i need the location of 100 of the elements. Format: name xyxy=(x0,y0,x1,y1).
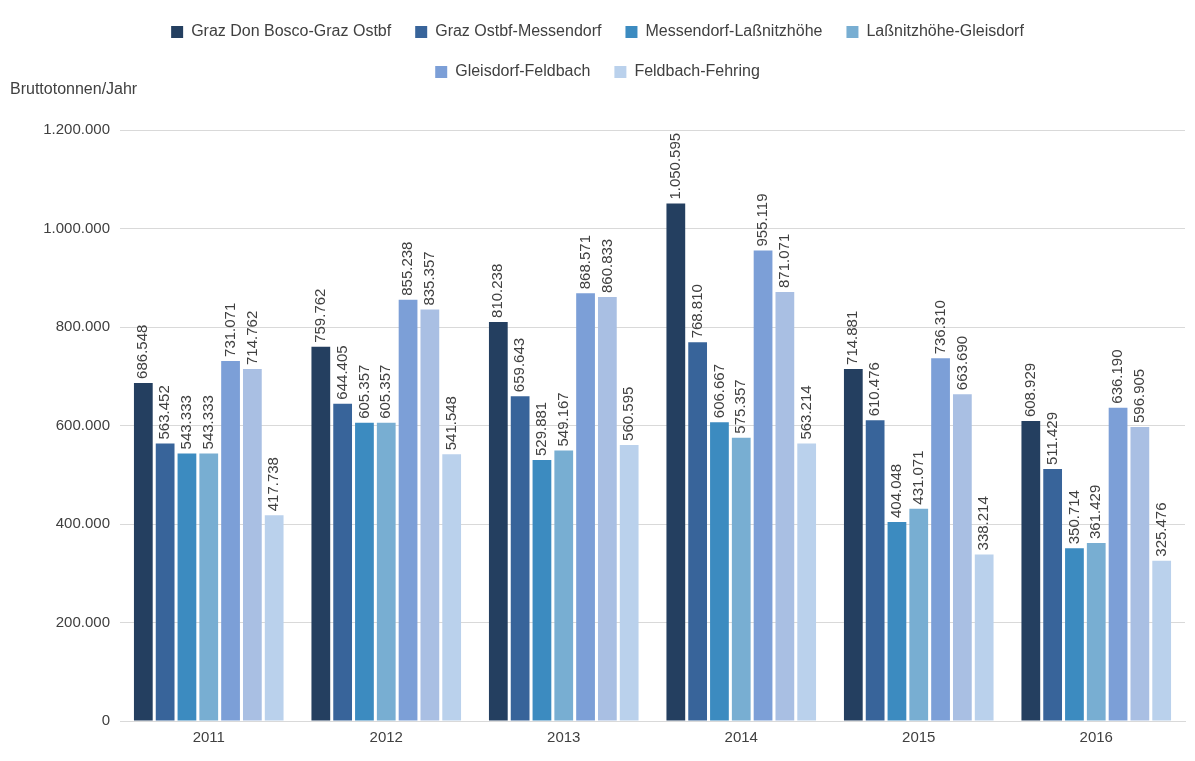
y-tick-label: 1.200.000 xyxy=(43,120,110,138)
data-label: 955.119 xyxy=(753,193,771,247)
data-label: 560.595 xyxy=(619,386,637,441)
bar xyxy=(311,346,331,721)
data-label: 636.190 xyxy=(1108,349,1126,404)
data-label: 644.405 xyxy=(332,345,350,400)
data-label: 563.452 xyxy=(155,385,173,440)
bar xyxy=(597,297,617,721)
data-label: 871.071 xyxy=(775,233,792,288)
bar xyxy=(753,250,773,721)
data-label: 608.929 xyxy=(1020,362,1038,418)
bar xyxy=(1086,543,1106,721)
bar xyxy=(554,450,574,721)
bar xyxy=(488,321,508,721)
data-label: 868.571 xyxy=(575,234,593,290)
bar xyxy=(398,299,418,721)
data-label: 759.762 xyxy=(310,288,328,343)
y-tick-label: 1.000.000 xyxy=(43,218,110,236)
x-tick-label: 2013 xyxy=(547,728,581,746)
x-tick-label: 2016 xyxy=(1079,728,1113,746)
data-label: 714.881 xyxy=(843,310,861,365)
data-label: 810.238 xyxy=(488,263,506,318)
y-axis-title: Bruttotonnen/Jahr xyxy=(10,80,138,98)
y-tick-label: 800.000 xyxy=(55,317,110,335)
data-label: 596.905 xyxy=(1130,368,1147,424)
data-label: 575.357 xyxy=(731,379,749,434)
data-label: 736.310 xyxy=(930,300,948,355)
bar xyxy=(887,522,907,721)
bar xyxy=(843,368,863,721)
y-tick-label: 200.000 xyxy=(55,612,110,630)
data-label: 543.333 xyxy=(177,395,195,450)
legend-label: Messendorf-Laßnitzhöhe xyxy=(645,22,823,40)
bar xyxy=(1108,407,1128,721)
y-tick-label: 600.000 xyxy=(55,415,110,433)
data-label: 529.881 xyxy=(532,401,550,457)
legend-label: Gleisdorf-Feldbach xyxy=(455,62,591,80)
legend-label: Laßnitzhöhe-Gleisdorf xyxy=(866,22,1025,40)
bar xyxy=(1130,427,1150,721)
bar xyxy=(666,203,686,721)
data-label: 659.643 xyxy=(510,337,528,393)
bar xyxy=(1065,548,1084,721)
data-label: 731.071 xyxy=(220,302,238,357)
data-label: 606.667 xyxy=(709,363,727,419)
bar xyxy=(952,394,972,721)
bar xyxy=(619,444,639,721)
bar xyxy=(376,422,396,721)
x-tick-label: 2014 xyxy=(724,728,758,746)
data-label: 1.050.595 xyxy=(665,132,683,200)
bar xyxy=(710,422,729,721)
data-label: 860.833 xyxy=(597,238,615,294)
data-label: 325.476 xyxy=(1151,502,1169,557)
bar xyxy=(1021,421,1041,721)
legend-label: Graz Ostbf-Messendorf xyxy=(435,22,603,40)
bar xyxy=(909,508,929,721)
data-label: 835.357 xyxy=(420,251,437,306)
bar xyxy=(532,460,552,721)
bar xyxy=(865,420,885,721)
data-label: 431.071 xyxy=(908,450,926,505)
bar xyxy=(775,292,795,721)
y-tick-label: 0 xyxy=(101,711,110,729)
data-label: 541.548 xyxy=(441,396,459,451)
bar xyxy=(931,358,950,721)
legend-label: Graz Don Bosco-Graz Ostbf xyxy=(191,22,392,40)
data-label: 350.714 xyxy=(1064,490,1082,545)
data-label: 338.214 xyxy=(974,496,992,551)
x-tick-label: 2015 xyxy=(902,728,936,746)
bar xyxy=(797,443,817,721)
data-label: 605.357 xyxy=(354,364,372,419)
bar xyxy=(420,309,440,721)
data-label: 768.810 xyxy=(687,284,705,339)
bar xyxy=(974,554,994,721)
x-tick-label: 2012 xyxy=(369,728,403,746)
bar xyxy=(177,453,197,721)
y-tick-label: 400.000 xyxy=(55,514,110,532)
data-label: 549.167 xyxy=(553,392,571,447)
data-label: 511.429 xyxy=(1042,412,1060,466)
data-label: 361.429 xyxy=(1086,484,1104,539)
bar xyxy=(1043,469,1063,721)
bar xyxy=(442,454,462,721)
data-label: 417.738 xyxy=(264,457,282,512)
bar xyxy=(333,403,353,721)
bar xyxy=(1152,560,1172,721)
bar xyxy=(355,422,374,721)
data-label: 563.214 xyxy=(796,385,814,440)
data-label: 686.548 xyxy=(133,324,151,379)
data-label: 855.238 xyxy=(398,241,416,296)
bar xyxy=(688,342,708,721)
bar xyxy=(264,515,284,721)
bar xyxy=(731,437,751,721)
data-label: 543.333 xyxy=(198,395,216,450)
bar xyxy=(242,368,262,721)
bar xyxy=(221,360,240,721)
bar xyxy=(510,396,530,721)
bar xyxy=(576,293,595,721)
data-label: 610.476 xyxy=(865,362,883,417)
data-label: 404.048 xyxy=(887,463,905,519)
x-tick-label: 2011 xyxy=(192,728,225,746)
data-label: 714.762 xyxy=(242,310,260,365)
bar xyxy=(199,453,219,721)
data-label: 605.357 xyxy=(376,364,394,419)
